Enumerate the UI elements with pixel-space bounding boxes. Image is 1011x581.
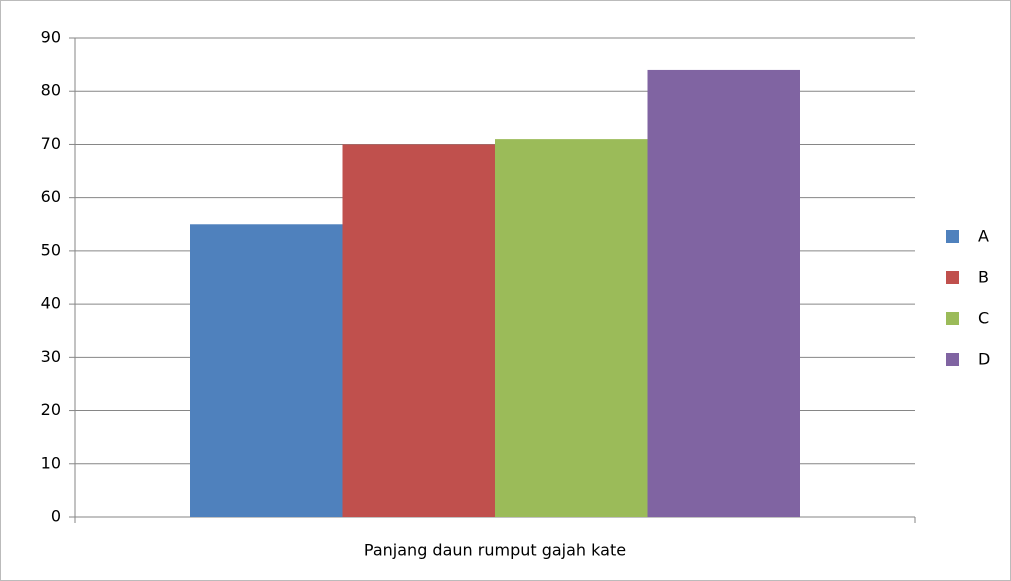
bar [190,224,343,517]
y-tick-label: 60 [41,187,61,206]
legend-label: D [978,350,990,369]
y-tick-label: 80 [41,81,61,100]
legend-swatch [946,312,959,325]
x-tick-label: Panjang daun rumput gajah kate [364,541,626,560]
legend-label: B [978,268,989,287]
y-tick-label: 90 [41,28,61,47]
y-tick-label: 40 [41,294,61,313]
legend-swatch [946,230,959,243]
legend-swatch [946,271,959,284]
y-tick-label: 50 [41,240,61,259]
bar [342,144,495,517]
bar [647,69,800,517]
y-tick-label: 20 [41,400,61,419]
y-tick-label: 0 [51,507,61,526]
legend-label: A [978,227,989,246]
bar [495,139,648,517]
y-tick-label: 30 [41,347,61,366]
y-tick-label: 10 [41,453,61,472]
legend-swatch [946,353,959,366]
y-tick-label: 70 [41,134,61,153]
legend-label: C [978,309,989,328]
